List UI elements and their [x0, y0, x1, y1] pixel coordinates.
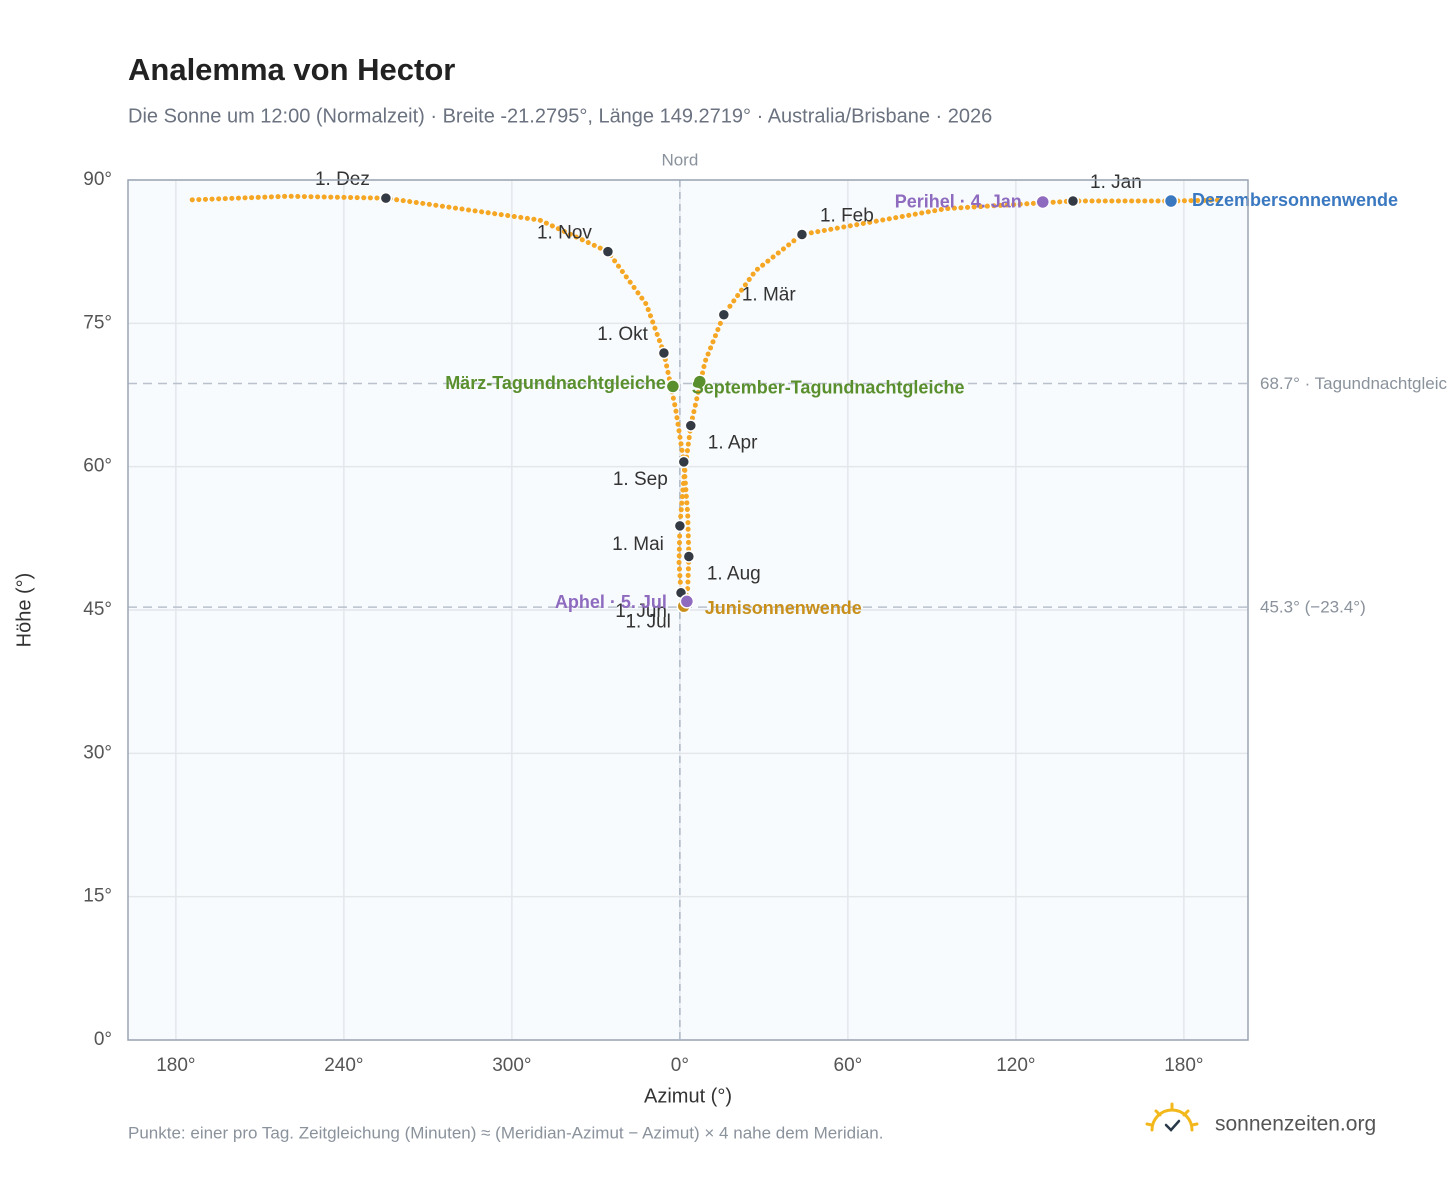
month-marker	[1066, 194, 1080, 208]
footnote: Punkte: einer pro Tag. Zeitgleichung (Mi…	[128, 1123, 884, 1142]
event-marker	[1035, 194, 1051, 210]
month-marker	[684, 419, 698, 432]
month-marker	[601, 245, 615, 258]
event-marker	[1163, 193, 1179, 209]
reference-label: 45.3° (−23.4°)	[1260, 598, 1366, 617]
event-marker	[679, 594, 695, 609]
month-label: 1. Nov	[537, 223, 592, 244]
month-label: 1. Apr	[708, 433, 758, 454]
y-axis-label: Höhe (°)	[13, 573, 35, 648]
event-label: Aphel · 5. Jul	[555, 592, 667, 612]
x-tick-label: 60°	[834, 1055, 863, 1076]
y-tick-label: 90°	[83, 169, 112, 190]
x-tick-label: 120°	[996, 1055, 1035, 1076]
x-tick-label: 180°	[156, 1055, 195, 1076]
event-marker	[692, 374, 708, 389]
month-label: 1. Okt	[597, 324, 648, 345]
check-mark	[1164, 1119, 1181, 1132]
event-label: Dezembersonnenwende	[1192, 190, 1398, 210]
y-tick-label: 45°	[83, 599, 112, 620]
event-marker	[665, 379, 681, 394]
month-label: 1. Jun	[615, 601, 667, 622]
month-label: 1. Feb	[820, 205, 874, 226]
month-marker	[657, 346, 671, 360]
y-tick-label: 0°	[94, 1029, 112, 1050]
month-label: 1. Jan	[1090, 172, 1142, 193]
month-marker	[677, 455, 691, 469]
event-label: Junisonnenwende	[705, 598, 862, 618]
month-label: 1. Mai	[612, 534, 664, 555]
brand-name: sonnenzeiten.org	[1215, 1113, 1376, 1136]
y-tick-label: 15°	[83, 886, 112, 907]
north-label: Nord	[661, 150, 698, 169]
reference-label: 68.7° · Tagundnachtgleiche	[1260, 374, 1448, 393]
event-label: September-Tagundnachtgleiche	[692, 377, 965, 397]
plot-frame	[127, 179, 1249, 1041]
y-tick-label: 60°	[83, 456, 112, 477]
month-label: 1. Sep	[613, 469, 668, 490]
sun-ray	[1190, 1122, 1199, 1127]
event-label: März-Tagundnachtgleiche	[445, 373, 666, 393]
y-tick-label: 30°	[83, 742, 112, 763]
sun-ray	[1182, 1109, 1190, 1117]
month-marker	[673, 519, 687, 533]
month-marker	[717, 308, 731, 321]
x-tick-label: 240°	[324, 1055, 363, 1076]
month-marker	[795, 228, 809, 241]
sun-ray	[1145, 1122, 1154, 1127]
sun-ray	[1154, 1109, 1162, 1117]
chart-title: Analemma von Hector	[128, 52, 455, 87]
chart-subtitle: Die Sonne um 12:00 (Normalzeit) · Breite…	[128, 105, 992, 127]
month-marker	[379, 191, 393, 205]
brand-logo	[1145, 1102, 1199, 1132]
x-axis-label: Azimut (°)	[644, 1085, 732, 1107]
month-label: 1. Jul	[625, 611, 670, 632]
x-tick-label: 0°	[671, 1055, 689, 1076]
x-tick-label: 300°	[492, 1055, 531, 1076]
month-label: 1. Mär	[742, 285, 797, 306]
y-tick-label: 75°	[83, 312, 112, 333]
event-label: Perihel · 4. Jan	[895, 192, 1022, 212]
month-label: 1. Aug	[707, 564, 761, 585]
month-marker	[682, 550, 696, 563]
x-tick-label: 180°	[1164, 1055, 1203, 1076]
